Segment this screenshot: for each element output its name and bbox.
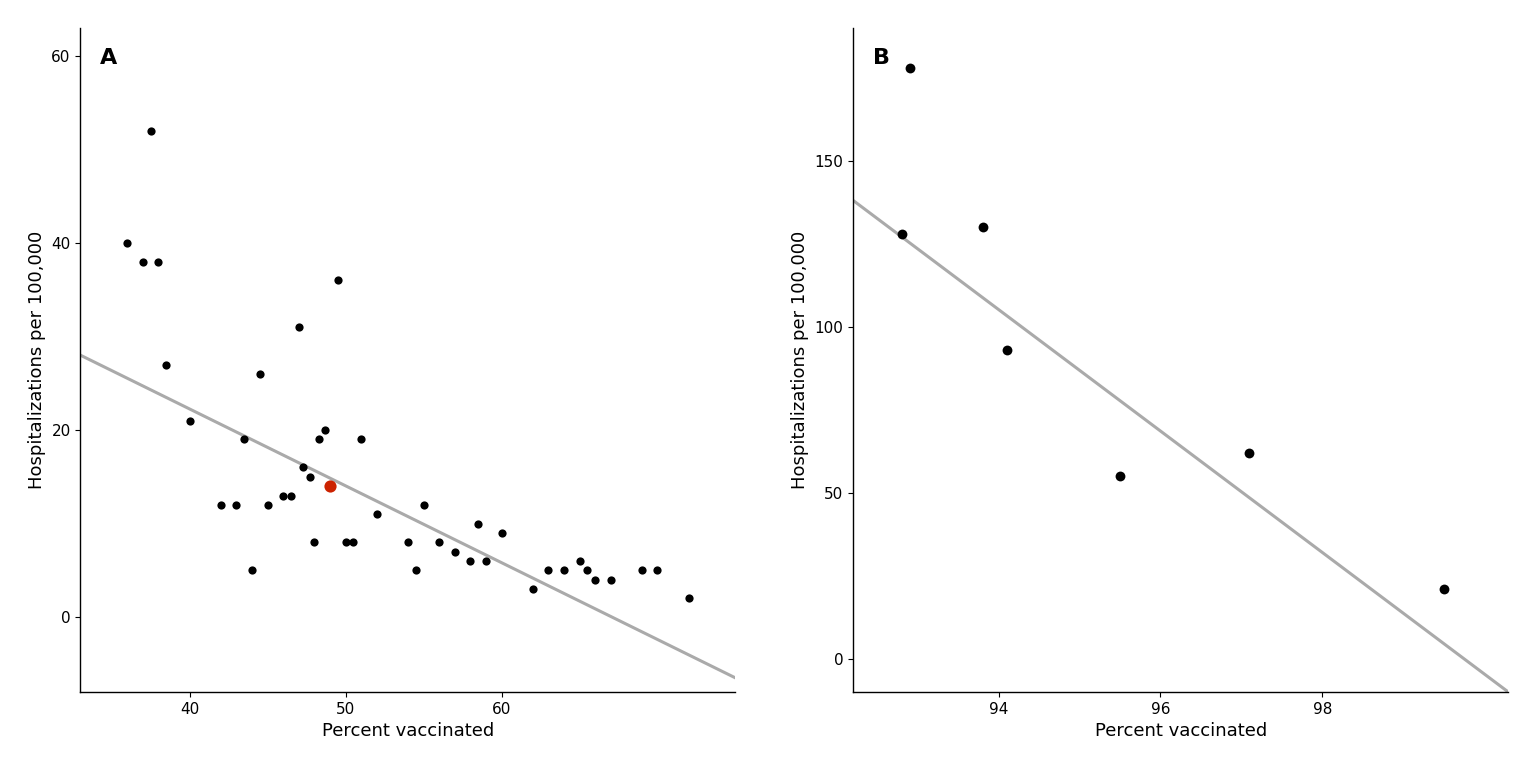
Point <box>341 536 366 548</box>
X-axis label: Percent vaccinated: Percent vaccinated <box>1095 722 1267 740</box>
Point <box>551 564 576 577</box>
Point <box>138 124 163 137</box>
Point <box>567 554 591 567</box>
Point <box>676 592 700 604</box>
Y-axis label: Hospitalizations per 100,000: Hospitalizations per 100,000 <box>791 230 809 489</box>
Point <box>154 359 178 371</box>
Point <box>1236 447 1261 459</box>
Point <box>1432 583 1456 595</box>
Point <box>270 489 295 502</box>
Point <box>465 518 490 530</box>
Point <box>255 498 280 511</box>
Point <box>427 536 452 548</box>
Point <box>404 564 429 577</box>
Point <box>364 508 389 521</box>
Point <box>278 489 303 502</box>
Point <box>313 424 338 436</box>
Point <box>326 274 350 286</box>
Point <box>442 545 467 558</box>
Point <box>889 227 914 240</box>
Point <box>490 527 515 539</box>
Point <box>318 480 343 492</box>
Y-axis label: Hospitalizations per 100,000: Hospitalizations per 100,000 <box>28 230 46 489</box>
Point <box>115 237 140 249</box>
Text: A: A <box>100 48 117 68</box>
Point <box>473 554 498 567</box>
Point <box>599 574 624 586</box>
Point <box>307 433 332 445</box>
Point <box>1107 470 1132 482</box>
Point <box>240 564 264 577</box>
Point <box>630 564 654 577</box>
Point <box>396 536 421 548</box>
Point <box>224 498 249 511</box>
Point <box>349 433 373 445</box>
Point <box>521 583 545 595</box>
Point <box>582 574 607 586</box>
Point <box>971 221 995 233</box>
Point <box>209 498 233 511</box>
Point <box>536 564 561 577</box>
Point <box>247 368 272 380</box>
Point <box>318 480 343 492</box>
Point <box>146 256 170 268</box>
Point <box>574 564 599 577</box>
Point <box>131 256 155 268</box>
Point <box>458 554 482 567</box>
Point <box>412 498 436 511</box>
Text: B: B <box>872 48 889 68</box>
Point <box>994 344 1018 356</box>
Point <box>287 321 312 333</box>
Point <box>298 471 323 483</box>
Point <box>292 462 316 474</box>
Point <box>897 61 922 74</box>
Point <box>303 536 327 548</box>
Point <box>232 433 257 445</box>
X-axis label: Percent vaccinated: Percent vaccinated <box>323 722 495 740</box>
Point <box>177 415 201 427</box>
Point <box>645 564 670 577</box>
Point <box>333 536 358 548</box>
